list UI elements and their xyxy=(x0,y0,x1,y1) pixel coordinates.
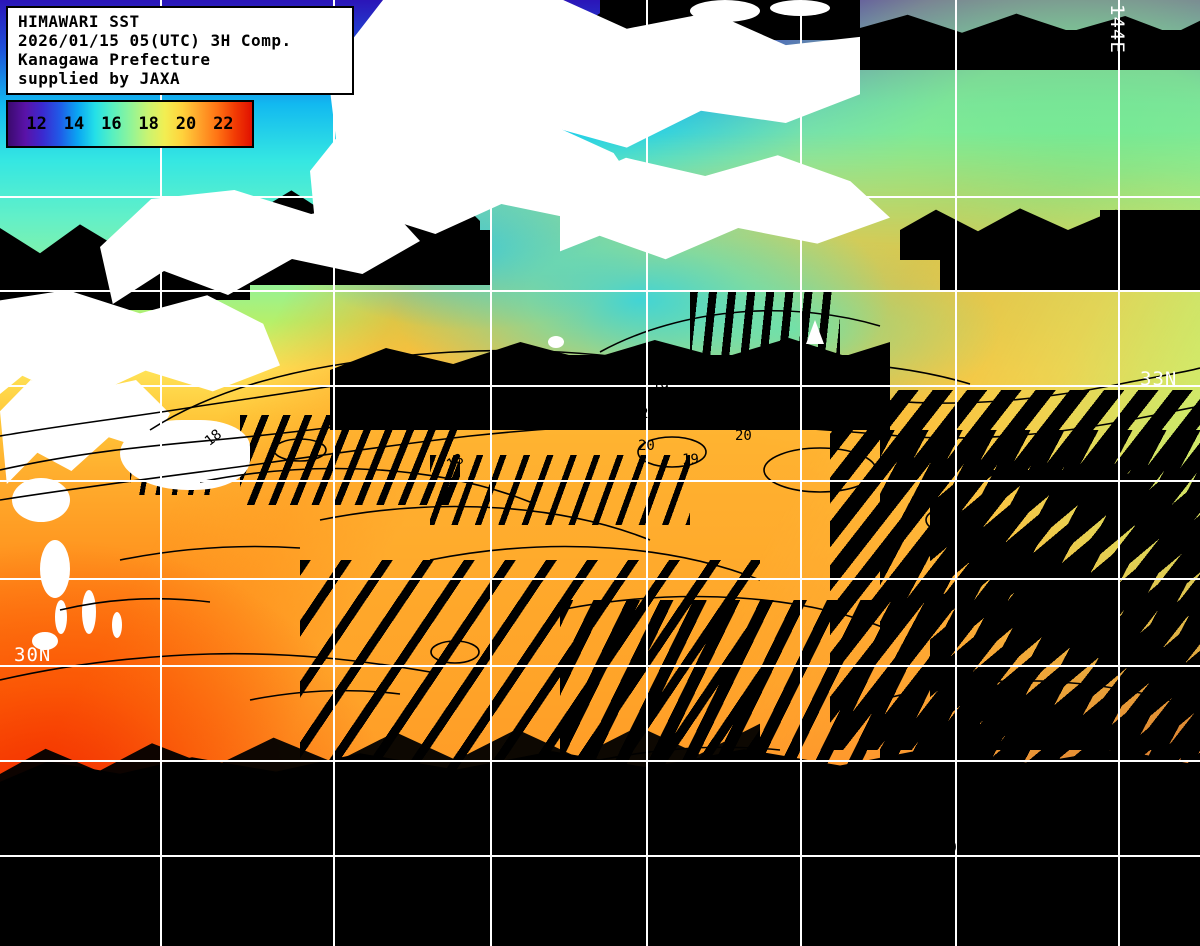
sst-colorbar: 12 14 16 18 20 22 xyxy=(6,100,254,148)
colorbar-gradient xyxy=(8,102,252,146)
lat-label-30n: 30N xyxy=(14,644,52,666)
title-datetime: 2026/01/15 05(UTC) 3H Comp. xyxy=(18,31,292,50)
contour-label: 20 xyxy=(1082,884,1099,900)
lat-gridline xyxy=(0,385,1200,387)
colorbar-tick-labels: 12 14 16 18 20 22 xyxy=(8,102,252,146)
lat-gridline xyxy=(0,290,1200,292)
lat-gridline xyxy=(0,760,1200,762)
contour-label: 20 xyxy=(940,840,957,856)
lon-gridline xyxy=(490,0,492,946)
title-source: supplied by JAXA xyxy=(18,69,181,88)
title-box: HIMAWARI SST 2026/01/15 05(UTC) 3H Comp.… xyxy=(6,6,354,95)
lon-label-136e: 136E xyxy=(478,4,500,54)
lon-gridline xyxy=(646,0,648,946)
lat-gridline xyxy=(0,480,1200,482)
contour-label: 20 xyxy=(735,428,752,444)
lon-gridline xyxy=(800,0,802,946)
colorbar-tick: 16 xyxy=(101,114,122,134)
contour-label: 20 xyxy=(638,438,655,454)
lon-gridline xyxy=(333,0,335,946)
colorbar-tick: 20 xyxy=(175,114,197,134)
title-region: Kanagawa Prefecture xyxy=(18,50,211,69)
colorbar-tick: 22 xyxy=(213,114,234,134)
lon-label-144e: 144E xyxy=(1106,4,1128,54)
lon-gridline xyxy=(955,0,957,946)
contour-label: 20 xyxy=(1148,910,1165,926)
lat-gridline xyxy=(0,665,1200,667)
title-product: HIMAWARI SST xyxy=(18,12,140,31)
lat-gridline xyxy=(0,578,1200,580)
lat-label-33n: 33N xyxy=(1140,368,1178,390)
colorbar-tick: 18 xyxy=(138,114,159,134)
lat-gridline xyxy=(0,855,1200,857)
contour-label: 19 xyxy=(682,452,699,468)
lat-gridline xyxy=(0,196,1200,198)
colorbar-tick: 12 xyxy=(26,114,47,134)
contour-label: 20 xyxy=(640,406,657,422)
contour-label: 19 xyxy=(652,380,669,396)
lon-gridline xyxy=(1118,0,1120,946)
colorbar-tick: 14 xyxy=(63,114,85,134)
lon-gridline xyxy=(160,0,162,946)
